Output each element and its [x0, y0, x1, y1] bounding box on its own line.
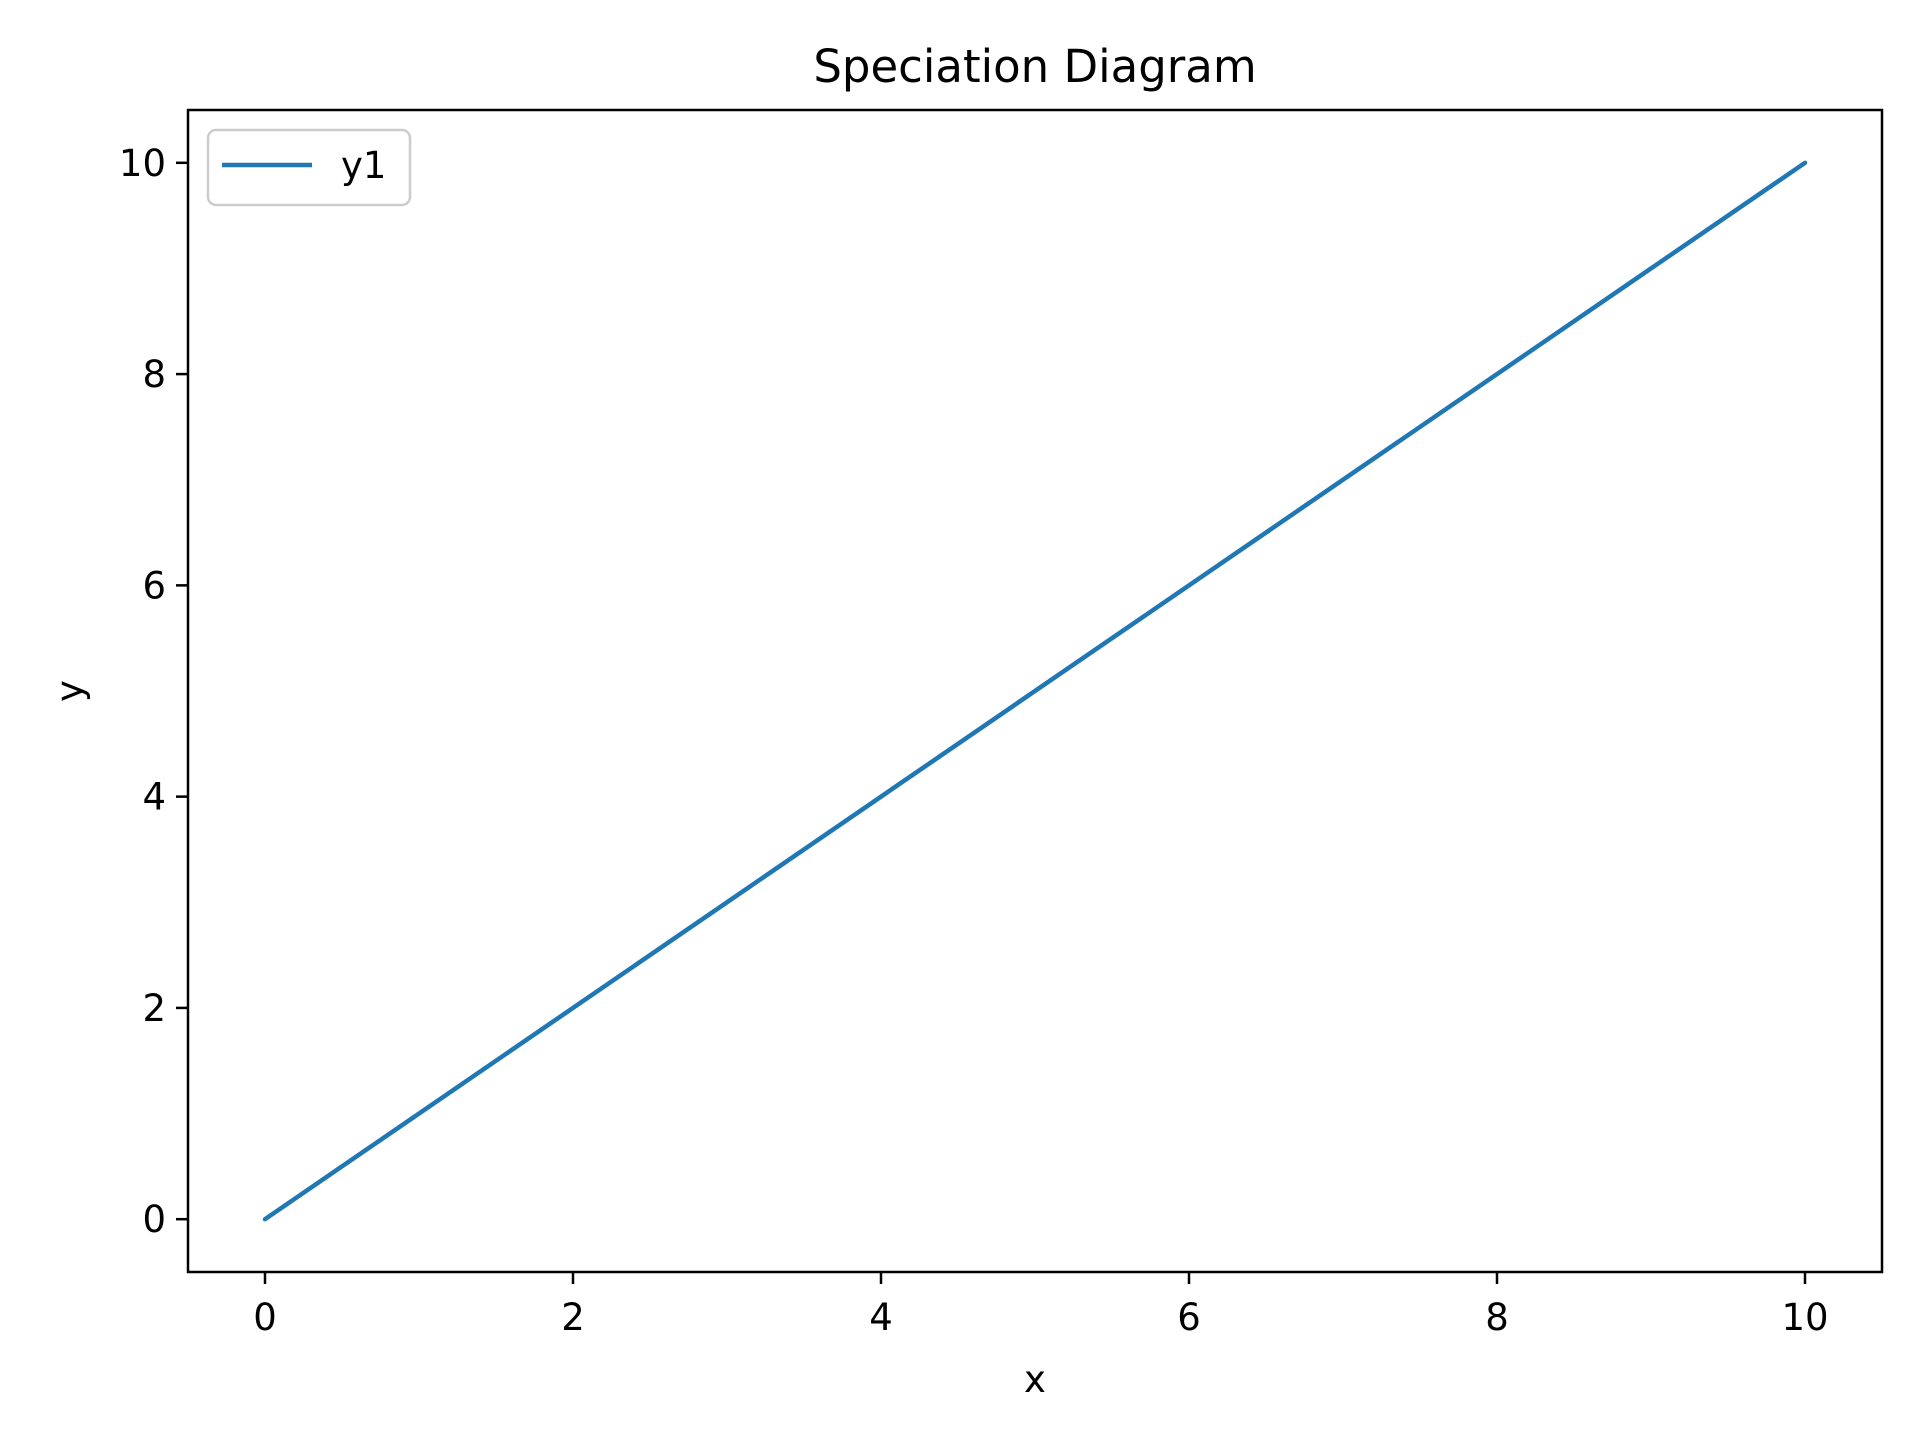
y-tick-label: 0	[142, 1198, 166, 1241]
legend-label-y1: y1	[341, 144, 386, 187]
x-tick-label: 4	[869, 1296, 893, 1339]
x-axis-ticks: 0 2 4 6 8 10	[253, 1272, 1829, 1339]
series-layer	[262, 160, 1808, 1222]
y-tick-label: 6	[142, 564, 166, 607]
x-tick-label: 0	[253, 1296, 277, 1339]
y-tick-label: 2	[142, 987, 166, 1030]
legend-box	[206, 128, 412, 207]
legend: y1	[206, 128, 412, 207]
x-axis-label: x	[1024, 1358, 1046, 1401]
series-line-y1	[262, 160, 1808, 1222]
x-tick-label: 10	[1781, 1296, 1828, 1339]
chart-title: Speciation Diagram	[813, 40, 1256, 93]
y-tick-label: 10	[119, 142, 166, 185]
y-tick-label: 8	[142, 353, 166, 396]
x-tick-label: 6	[1177, 1296, 1201, 1339]
y-axis-ticks: 0 2 4 6 8 10	[119, 142, 188, 1241]
y-tick-label: 4	[142, 776, 166, 819]
x-tick-label: 2	[561, 1296, 585, 1339]
plot-area-frame	[186, 108, 1884, 1274]
y-axis-label: y	[48, 680, 91, 702]
x-tick-label: 8	[1485, 1296, 1509, 1339]
